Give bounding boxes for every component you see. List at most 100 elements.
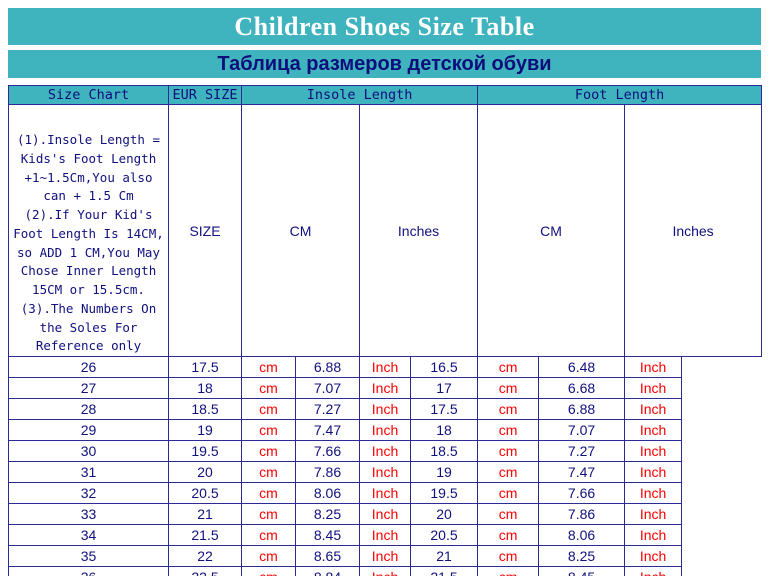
foot-inches-value: 7.66: [538, 482, 626, 504]
eur-size-value: 33: [8, 503, 169, 525]
foot-inches-value: 7.27: [538, 440, 626, 462]
foot-cm-unit: cm: [477, 482, 540, 504]
insole-inches-unit: Inch: [359, 419, 411, 441]
foot-inches-value: 7.07: [538, 419, 626, 441]
foot-cm-unit: cm: [477, 461, 540, 483]
subtitle-russian: Таблица размеров детской обуви: [217, 52, 552, 75]
foot-cm-unit: cm: [477, 545, 540, 567]
insole-cm-value: 22.5: [168, 566, 242, 576]
foot-inches-unit: Inch: [624, 356, 683, 378]
insole-inches-value: 7.27: [295, 398, 360, 420]
size-row-30: 30 19.5 cm 7.66 Inch 18.5 cm 7.27 Inch: [8, 440, 762, 462]
foot-inches-unit: Inch: [624, 524, 683, 546]
insole-cm-unit: cm: [241, 461, 296, 483]
insole-cm-value: 19.5: [168, 440, 242, 462]
foot-cm-unit: cm: [477, 356, 540, 378]
foot-inches-value: 8.45: [538, 566, 626, 576]
foot-cm-unit: cm: [477, 524, 540, 546]
insole-cm-unit: cm: [241, 545, 296, 567]
foot-inches-unit: Inch: [624, 566, 683, 576]
eur-size-value: 32: [8, 482, 169, 504]
foot-cm-value: 16.5: [409, 356, 479, 378]
insole-cm-value: 21.5: [168, 524, 242, 546]
eur-size-value: 29: [8, 419, 169, 441]
size-row-31: 31 20 cm 7.86 Inch 19 cm 7.47 Inch: [8, 461, 762, 483]
insole-inches-value: 8.06: [295, 482, 360, 504]
foot-cm-value: 20.5: [409, 524, 479, 546]
insole-cm-value: 18.5: [168, 398, 242, 420]
insole-inches-value: 8.25: [295, 503, 360, 525]
table-unit-header-row: (1).Insole Length = Kids's Foot Length +…: [8, 104, 763, 357]
foot-inches-unit: Inch: [624, 398, 683, 420]
foot-inches-unit: Inch: [624, 545, 683, 567]
size-row-34: 34 21.5 cm 8.45 Inch 20.5 cm 8.06 Inch: [8, 524, 762, 546]
foot-inches-unit: Inch: [624, 440, 683, 462]
foot-inches-unit: Inch: [624, 482, 683, 504]
eur-size-value: 26: [8, 356, 169, 378]
foot-cm-value: 21.5: [409, 566, 479, 576]
sizing-note-3: (3).The Numbers On the Soles For Referen…: [20, 300, 157, 354]
insole-inches-value: 8.84: [295, 566, 360, 576]
foot-inches-value: 6.88: [538, 398, 626, 420]
foot-cm-value: 19.5: [409, 482, 479, 504]
insole-length-header: Insole Length: [240, 85, 479, 105]
foot-cm-value: 19: [409, 461, 479, 483]
insole-cm-value: 18: [168, 377, 242, 399]
foot-cm-unit: cm: [477, 503, 540, 525]
size-table-body: 26 17.5 cm 6.88 Inch 16.5 cm 6.48 Inch 27 18 cm 7.07…: [8, 356, 762, 576]
insole-inches-unit: Inch: [359, 356, 411, 378]
insole-inches-value: 7.47: [295, 419, 360, 441]
foot-cm-value: 17.5: [409, 398, 479, 420]
sizing-note-2: (2).If Your Kid's Foot Length Is 14CM, s…: [13, 207, 164, 297]
size-header: SIZE: [168, 104, 242, 357]
foot-cm-unit: cm: [477, 440, 540, 462]
insole-cm-unit: cm: [241, 419, 296, 441]
insole-cm-unit: cm: [241, 440, 296, 462]
insole-inches-unit: Inch: [359, 524, 411, 546]
eur-size-value: 27: [8, 377, 169, 399]
insole-cm-value: 22: [168, 545, 242, 567]
foot-length-header: Foot Length: [477, 85, 763, 105]
insole-inches-unit: Inch: [359, 503, 411, 525]
foot-cm-unit: cm: [477, 566, 540, 576]
foot-cm-value: 18.5: [409, 440, 479, 462]
insole-cm-value: 19: [168, 419, 242, 441]
eur-size-value: 36: [8, 566, 169, 576]
size-row-32: 32 20.5 cm 8.06 Inch 19.5 cm 7.66 Inch: [8, 482, 762, 504]
foot-cm-value: 20: [409, 503, 479, 525]
insole-cm-unit: cm: [241, 566, 296, 576]
foot-inches-unit: Inch: [624, 419, 683, 441]
size-row-29: 29 19 cm 7.47 Inch 18 cm 7.07 Inch: [8, 419, 762, 441]
size-row-35: 35 22 cm 8.65 Inch 21 cm 8.25 Inch: [8, 545, 762, 567]
foot-cm-unit: cm: [477, 377, 540, 399]
page-title: Children Shoes Size Table: [234, 11, 535, 41]
foot-cm-unit: cm: [477, 419, 540, 441]
insole-inches-value: 6.88: [295, 356, 360, 378]
eur-size-value: 34: [8, 524, 169, 546]
insole-inches-unit: Inch: [359, 545, 411, 567]
foot-inches-unit: Inch: [624, 461, 683, 483]
foot-inches-value: 8.25: [538, 545, 626, 567]
insole-inches-value: 7.66: [295, 440, 360, 462]
insole-inches-value: 7.86: [295, 461, 360, 483]
size-row-27: 27 18 cm 7.07 Inch 17 cm 6.68 Inch: [8, 377, 762, 399]
foot-cm-unit: cm: [477, 398, 540, 420]
title-bar: Children Shoes Size Table: [8, 8, 761, 45]
sizing-note-1: (1).Insole Length = Kids's Foot Length +…: [17, 132, 160, 204]
foot-inches-value: 6.68: [538, 377, 626, 399]
eur-size-value: 35: [8, 545, 169, 567]
insole-cm-unit: cm: [241, 398, 296, 420]
insole-inches-unit: Inch: [359, 482, 411, 504]
eur-size-value: 30: [8, 440, 169, 462]
foot-inches-value: 7.47: [538, 461, 626, 483]
insole-cm-unit: cm: [241, 503, 296, 525]
insole-cm-value: 17.5: [168, 356, 242, 378]
foot-cm-header: CM: [477, 104, 626, 357]
insole-cm-unit: cm: [241, 482, 296, 504]
foot-inches-value: 8.06: [538, 524, 626, 546]
insole-inches-value: 8.65: [295, 545, 360, 567]
foot-inches-unit: Inch: [624, 503, 683, 525]
insole-inches-unit: Inch: [359, 566, 411, 576]
insole-cm-value: 20.5: [168, 482, 242, 504]
